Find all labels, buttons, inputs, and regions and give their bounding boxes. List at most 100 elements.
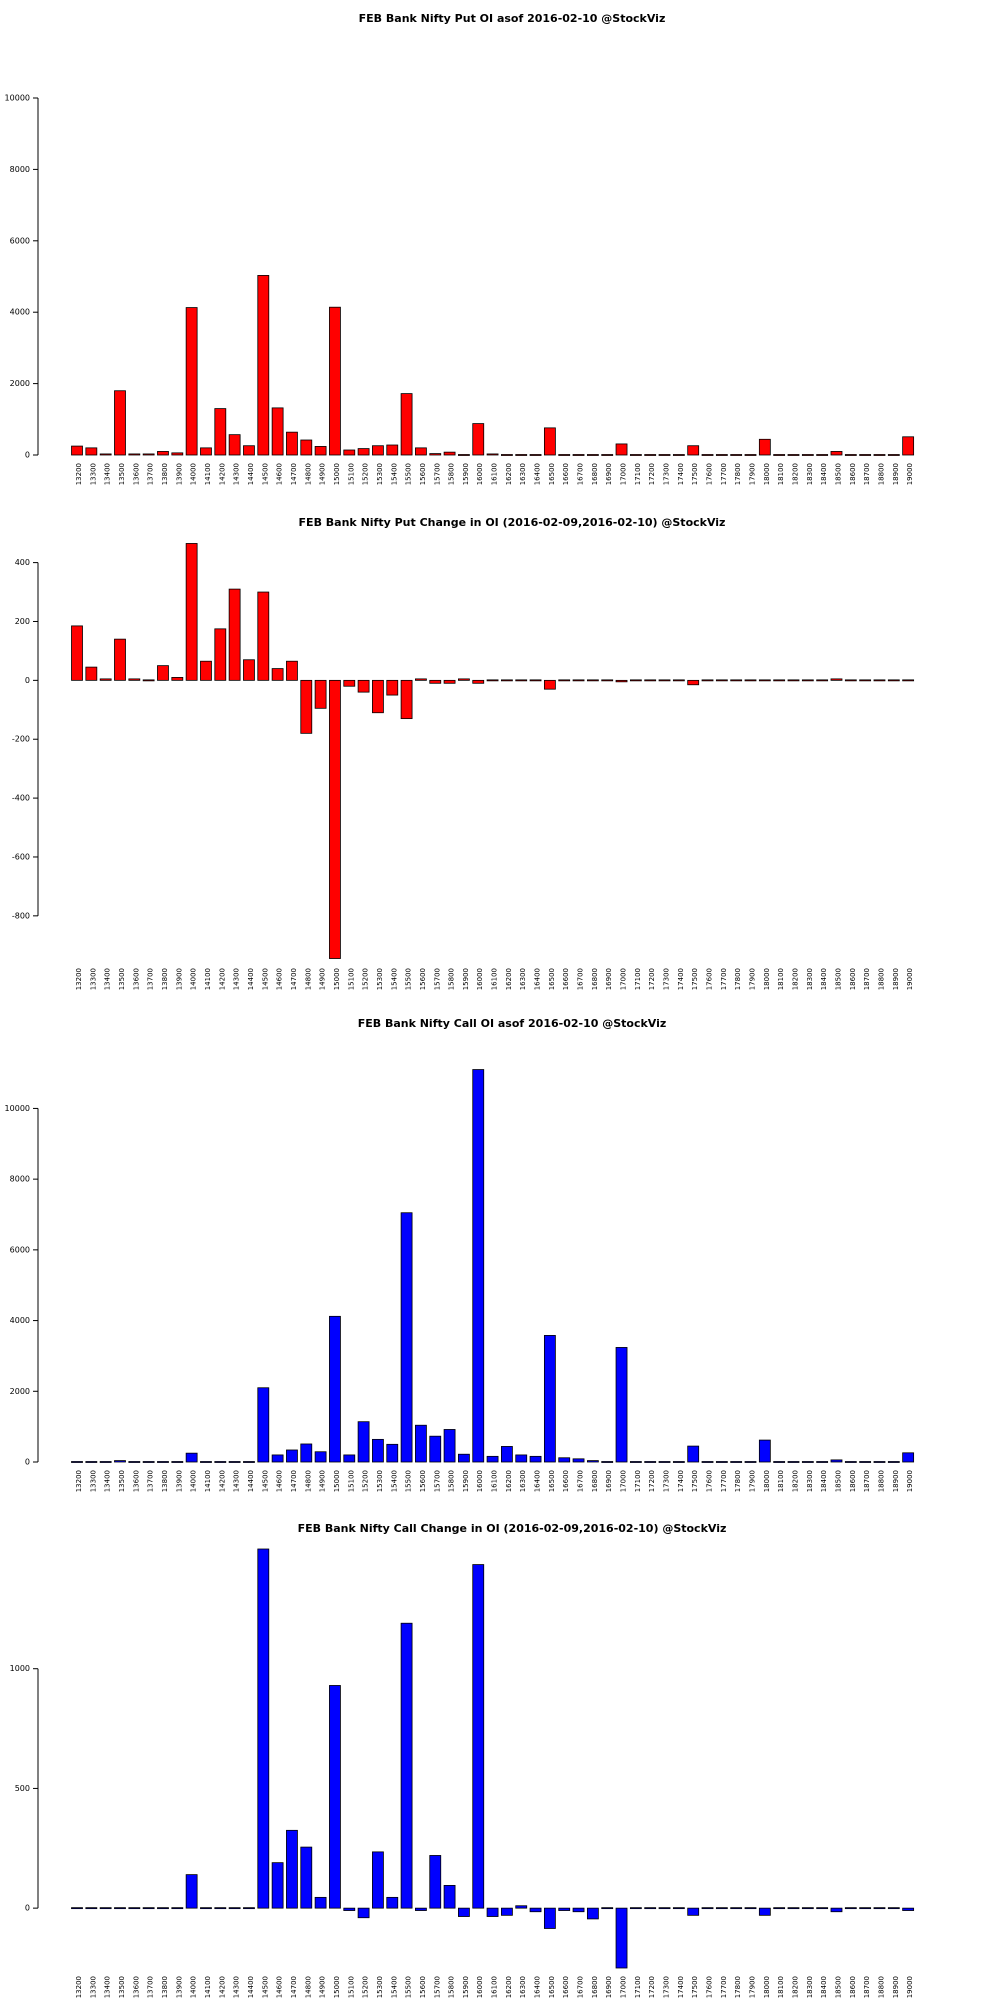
bar-16600 (558, 679, 571, 682)
bar-15000 (329, 1685, 341, 1909)
x-tick-label: 16700 (577, 463, 585, 485)
bar-18100 (773, 454, 786, 456)
x-tick-label: 18500 (834, 463, 842, 485)
x-tick-label: 14200 (218, 463, 226, 485)
bar-18000 (758, 1439, 771, 1463)
x-tick-label: 17200 (648, 1470, 656, 1492)
bar-18200 (787, 454, 800, 456)
x-tick-label: 18300 (806, 463, 814, 485)
bar-14300 (228, 434, 241, 456)
x-tick-label: 15700 (433, 1470, 441, 1492)
bar-15800 (443, 679, 456, 684)
y-tick-label: 0 (25, 451, 30, 460)
x-tick-label: 18900 (892, 968, 900, 990)
chart-2: FEB Bank Nifty Put Change in OI (2016-02… (12, 516, 914, 990)
bar-14100 (200, 447, 212, 456)
x-tick-label: 14600 (276, 968, 284, 990)
bar-17700 (715, 679, 728, 682)
x-tick-label: 18000 (763, 968, 771, 990)
x-tick-label: 18100 (777, 463, 785, 485)
bar-17100 (629, 679, 642, 682)
bar-16500 (543, 427, 556, 456)
y-tick-label: 6000 (10, 236, 30, 245)
bar-14600 (271, 668, 284, 681)
x-tick-label: 17000 (620, 1976, 628, 1998)
bar-15100 (343, 1907, 356, 1911)
bar-18000 (758, 679, 771, 682)
bar-18300 (801, 1907, 814, 1910)
x-tick-label: 13700 (147, 1470, 155, 1492)
bar-13400 (99, 678, 112, 681)
bar-17200 (644, 1907, 657, 1910)
bar-15400 (386, 679, 399, 696)
x-tick-label: 17500 (691, 1470, 699, 1492)
x-tick-label: 18500 (834, 968, 842, 990)
x-tick-label: 15700 (433, 1976, 441, 1998)
x-tick-label: 14300 (233, 463, 241, 485)
bar-15900 (458, 1453, 470, 1463)
x-tick-label: 16000 (476, 1976, 484, 1998)
bar-14300 (228, 588, 241, 681)
x-tick-label: 14000 (190, 463, 198, 485)
bar-15100 (343, 449, 356, 456)
x-tick-label: 16500 (548, 1470, 556, 1492)
x-tick-label: 14800 (304, 1976, 312, 1998)
x-tick-label: 14100 (204, 463, 212, 485)
y-tick-label: -200 (12, 735, 30, 744)
bar-18800 (873, 1461, 886, 1463)
bar-17700 (715, 1907, 728, 1910)
bar-13200 (71, 1461, 83, 1463)
bar-16000 (472, 1564, 485, 1909)
x-tick-label: 14900 (319, 968, 327, 990)
x-tick-label: 17400 (677, 968, 685, 990)
y-tick-label: 0 (25, 1904, 30, 1913)
x-tick-label: 17700 (720, 1976, 728, 1998)
bar-17200 (644, 454, 657, 456)
x-tick-label: 18600 (849, 463, 857, 485)
bar-17500 (687, 1907, 700, 1916)
bar-15600 (415, 1907, 427, 1911)
bar-13800 (157, 665, 169, 681)
bar-15600 (415, 447, 427, 456)
bar-18900 (887, 454, 900, 456)
x-tick-label: 13800 (161, 463, 169, 485)
bar-17800 (730, 454, 743, 456)
y-tick-label: 6000 (10, 1245, 30, 1254)
x-tick-label: 17500 (691, 968, 699, 990)
bar-14400 (243, 659, 255, 681)
x-tick-label: 13500 (118, 968, 126, 990)
x-tick-label: 18300 (806, 1976, 814, 1998)
bar-15300 (372, 679, 384, 714)
y-tick-label: 0 (25, 1458, 30, 1467)
bar-16600 (558, 1457, 571, 1463)
chart-title: FEB Bank Nifty Put Change in OI (2016-02… (299, 516, 726, 529)
bar-17000 (615, 1907, 628, 1969)
x-tick-label: 18400 (820, 968, 828, 990)
x-tick-label: 15300 (376, 1470, 384, 1492)
x-tick-label: 19000 (906, 968, 914, 990)
chart-title: FEB Bank Nifty Call Change in OI (2016-0… (298, 1522, 727, 1535)
x-tick-label: 14700 (290, 1976, 298, 1998)
x-tick-label: 18000 (763, 1976, 771, 1998)
x-tick-label: 14600 (276, 1976, 284, 1998)
bar-18700 (859, 679, 872, 682)
bar-17600 (701, 1461, 714, 1463)
x-tick-label: 18600 (849, 968, 857, 990)
x-tick-label: 14200 (218, 1976, 226, 1998)
x-tick-label: 18700 (863, 463, 871, 485)
bar-17400 (672, 1907, 685, 1910)
bar-15100 (343, 679, 356, 687)
x-tick-label: 17800 (734, 1976, 742, 1998)
x-tick-label: 15000 (333, 1976, 341, 1998)
bar-14100 (200, 1907, 212, 1910)
bar-14000 (185, 1452, 198, 1463)
bar-17900 (744, 454, 757, 456)
x-tick-label: 13200 (75, 463, 83, 485)
bar-18700 (859, 1907, 872, 1910)
x-tick-label: 17500 (691, 1976, 699, 1998)
x-tick-label: 14000 (190, 968, 198, 990)
bar-17100 (629, 1907, 642, 1910)
x-tick-label: 18100 (777, 1470, 785, 1492)
x-tick-label: 15600 (419, 1976, 427, 1998)
x-tick-label: 15800 (448, 463, 456, 485)
